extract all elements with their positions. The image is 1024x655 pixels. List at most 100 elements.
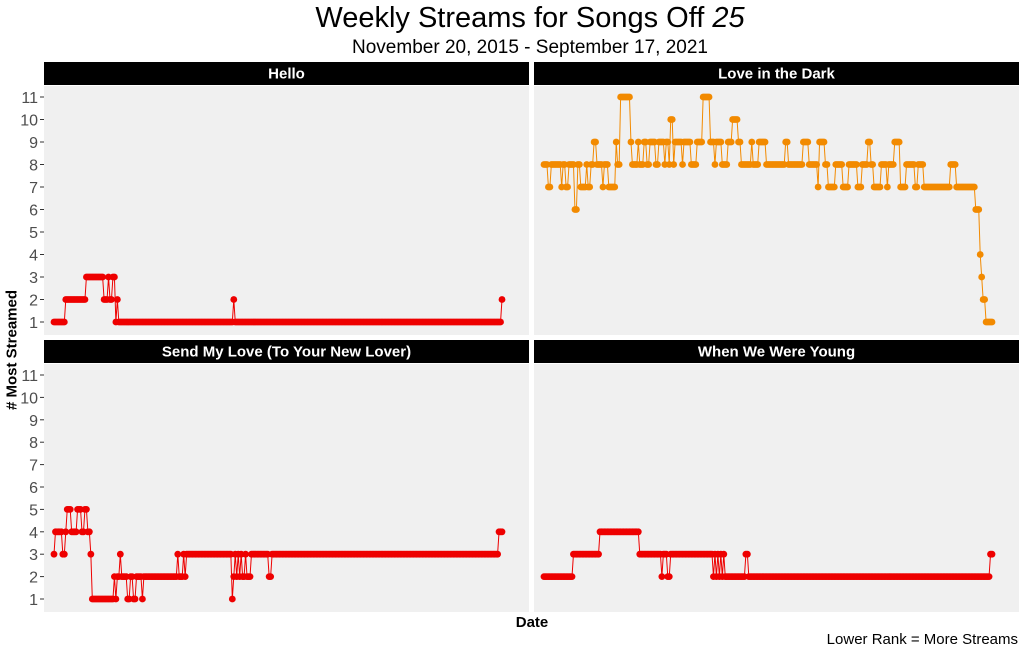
y-tick-label: 6 xyxy=(29,203,38,220)
data-point xyxy=(830,183,838,191)
data-point xyxy=(612,138,620,146)
data-point xyxy=(634,528,642,536)
data-point xyxy=(853,161,860,168)
data-point xyxy=(112,595,120,603)
chart-subtitle: November 20, 2015 - September 17, 2021 xyxy=(352,37,708,58)
data-point xyxy=(592,138,599,146)
data-point xyxy=(981,296,989,303)
y-tick-label: 10 xyxy=(20,390,38,407)
facet-strip-hello xyxy=(44,62,529,85)
data-point xyxy=(568,573,576,580)
data-point xyxy=(85,528,93,536)
data-point xyxy=(717,138,725,146)
data-point xyxy=(586,183,594,191)
data-point xyxy=(692,161,700,168)
y-tick-label: 7 xyxy=(29,180,38,197)
data-point xyxy=(668,116,676,123)
data-point xyxy=(131,595,139,603)
chart-title-text: Weekly Streams for Songs Off xyxy=(315,2,705,34)
data-point xyxy=(736,138,744,146)
data-point xyxy=(970,183,978,191)
y-tick-label: 9 xyxy=(29,413,38,430)
data-point xyxy=(242,550,249,558)
data-point xyxy=(889,161,897,168)
data-point xyxy=(99,273,107,281)
data-point xyxy=(66,506,74,513)
data-point xyxy=(798,161,806,168)
data-point xyxy=(988,550,996,558)
data-point xyxy=(743,550,751,558)
y-tick-label: 6 xyxy=(29,480,38,497)
y-tick-label: 1 xyxy=(29,315,38,332)
data-point xyxy=(60,318,68,326)
data-point xyxy=(72,528,80,536)
y-tick-label: 2 xyxy=(29,570,38,587)
data-point xyxy=(664,138,672,146)
data-point xyxy=(611,183,619,191)
facet-title-send-my-love-to-your-new-lover: Send My Love (To Your New Lover) xyxy=(162,344,411,361)
data-point xyxy=(174,550,182,558)
data-point xyxy=(901,183,909,191)
data-point xyxy=(595,550,602,558)
data-point xyxy=(62,528,70,536)
data-point xyxy=(665,573,673,580)
y-tick-label: 8 xyxy=(29,435,38,452)
data-point xyxy=(919,161,927,168)
data-point xyxy=(60,550,68,558)
data-point xyxy=(976,251,984,258)
data-point xyxy=(945,183,953,191)
data-point xyxy=(654,161,661,168)
data-point xyxy=(978,273,986,281)
y-tick-label: 11 xyxy=(21,368,38,385)
data-point xyxy=(615,161,623,168)
data-point xyxy=(113,296,121,303)
facet-title-love-in-the-dark: Love in the Dark xyxy=(718,66,835,83)
data-point xyxy=(81,296,89,303)
y-tick-label: 2 xyxy=(29,293,38,310)
data-point xyxy=(497,318,504,326)
data-point xyxy=(711,161,719,168)
data-point xyxy=(111,273,118,281)
data-point xyxy=(599,183,607,191)
facet-title-hello: Hello xyxy=(268,66,305,83)
data-point xyxy=(670,161,678,168)
y-tick-label: 11 xyxy=(21,90,38,107)
y-tick-label: 1 xyxy=(29,592,38,609)
data-point xyxy=(748,138,756,146)
data-point xyxy=(723,161,731,168)
data-point xyxy=(658,573,666,580)
data-point xyxy=(246,573,254,580)
data-point xyxy=(698,138,706,146)
data-point xyxy=(727,138,735,146)
data-point xyxy=(869,161,877,168)
data-point xyxy=(575,161,583,168)
y-tick-label: 7 xyxy=(29,458,38,475)
data-point xyxy=(494,550,501,558)
data-point xyxy=(876,183,884,191)
data-point xyxy=(50,550,58,558)
data-point xyxy=(603,161,611,168)
y-tick-label: 4 xyxy=(29,248,38,265)
data-point xyxy=(783,138,791,146)
data-point xyxy=(975,206,983,213)
data-point xyxy=(838,161,846,168)
y-tick-label: 5 xyxy=(29,502,38,519)
data-point xyxy=(627,138,635,146)
y-tick-label: 3 xyxy=(29,547,38,564)
data-point xyxy=(823,161,831,168)
y-tick-label: 3 xyxy=(29,270,38,287)
data-point xyxy=(857,183,865,191)
y-tick-label: 5 xyxy=(29,225,38,242)
facet-panel-when-we-were-young xyxy=(534,364,1019,612)
facet-panel-send-my-love-to-your-new-lover xyxy=(44,364,529,612)
data-point xyxy=(813,161,821,168)
x-axis-label: Date xyxy=(515,614,549,631)
data-point xyxy=(705,93,713,101)
data-point xyxy=(733,116,741,123)
data-point xyxy=(83,506,90,513)
facet-strip-when-we-were-young xyxy=(534,340,1019,363)
data-point xyxy=(820,138,828,146)
facet-strip-love-in-the-dark xyxy=(534,62,1019,85)
y-axis-label: # Most Streamed xyxy=(3,289,21,411)
